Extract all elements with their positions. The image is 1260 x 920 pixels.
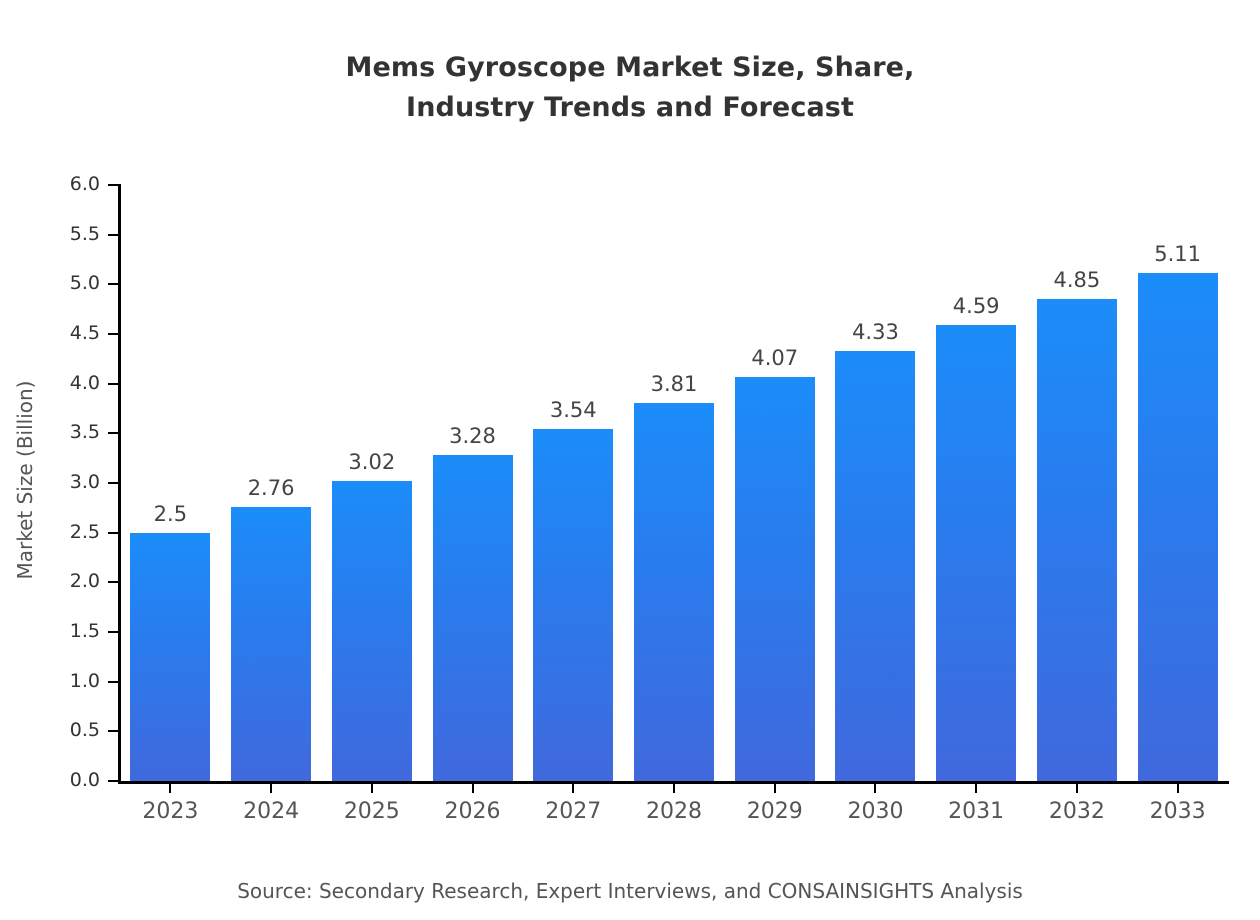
x-tick-label: 2032 bbox=[1048, 799, 1105, 824]
bar[interactable] bbox=[1137, 273, 1218, 781]
bar[interactable] bbox=[331, 481, 412, 781]
x-tick-mark bbox=[1075, 783, 1078, 793]
y-tick-label: 0.5 bbox=[69, 719, 100, 742]
bar-value-label: 3.02 bbox=[348, 450, 396, 474]
y-tick-label: 3.5 bbox=[69, 421, 100, 444]
y-tick-label: 1.0 bbox=[69, 669, 100, 692]
bar[interactable] bbox=[835, 350, 916, 781]
y-tick-label: 1.5 bbox=[69, 620, 100, 642]
bar[interactable] bbox=[1036, 299, 1117, 781]
x-tick-label: 2031 bbox=[948, 799, 1005, 824]
x-tick-mark bbox=[874, 783, 877, 793]
bar-value-label: 4.59 bbox=[952, 294, 1000, 319]
y-tick-mark: 5.5 bbox=[70, 223, 119, 245]
x-tick-label: 2026 bbox=[444, 799, 501, 824]
x-tick-mark bbox=[370, 783, 373, 793]
x-tick-mark bbox=[975, 783, 978, 793]
x-tick-label: 2028 bbox=[646, 799, 702, 824]
y-tick-label: 3.0 bbox=[69, 471, 100, 493]
chart-title: Mems Gyroscope Market Size, Share, Indus… bbox=[0, 48, 1260, 128]
x-tick-mark bbox=[471, 783, 474, 793]
y-tick-mark: 2.5 bbox=[70, 521, 119, 543]
y-tick-mark: 4.0 bbox=[70, 372, 119, 394]
y-tick-label: 5.0 bbox=[69, 272, 100, 295]
bar[interactable] bbox=[633, 402, 715, 781]
chart-title-line-2: Industry Trends and Forecast bbox=[406, 92, 854, 123]
y-axis-spine bbox=[118, 184, 121, 782]
y-tick-mark: 3.5 bbox=[70, 421, 119, 443]
x-tick-mark bbox=[773, 783, 776, 793]
x-tick-label: 2023 bbox=[142, 799, 199, 824]
chart-title-line-1: Mems Gyroscope Market Size, Share, bbox=[345, 52, 915, 83]
bar[interactable] bbox=[734, 376, 815, 781]
x-tick-label: 2029 bbox=[746, 799, 803, 824]
y-axis-label: Market Size (Billion) bbox=[13, 380, 37, 580]
y-tick-mark: 0.0 bbox=[70, 769, 119, 791]
y-tick-mark: 6.0 bbox=[70, 173, 119, 195]
x-tick-mark bbox=[572, 783, 575, 793]
bar[interactable] bbox=[231, 506, 312, 781]
x-tick-label: 2027 bbox=[545, 799, 602, 824]
bar-value-label: 2.5 bbox=[153, 501, 188, 526]
y-tick-mark: 4.5 bbox=[70, 322, 119, 344]
bar-value-label: 2.76 bbox=[247, 475, 295, 500]
y-tick-label: 6.0 bbox=[69, 173, 100, 195]
bar[interactable] bbox=[936, 325, 1017, 781]
source-caption: Source: Secondary Research, Expert Inter… bbox=[237, 879, 1023, 903]
bar-value-label: 4.85 bbox=[1053, 268, 1101, 293]
x-tick-label: 2024 bbox=[243, 799, 300, 824]
bar[interactable] bbox=[533, 429, 614, 781]
x-axis-spine bbox=[118, 781, 1229, 784]
y-tick-label: 5.5 bbox=[69, 222, 100, 245]
bar-value-label: 3.81 bbox=[650, 371, 698, 396]
bar-value-label: 3.28 bbox=[449, 424, 496, 449]
x-tick-mark bbox=[673, 783, 675, 793]
plot-area: 0.0 0.5 1.0 1.5 2.0 2.5 3.0 3.5 4.0 4.5 5.0 5.5 6.0 … bbox=[70, 173, 1229, 824]
y-tick-mark: 3.0 bbox=[70, 471, 119, 493]
bar-value-label: 3.54 bbox=[549, 398, 597, 423]
y-tick-label: 4.0 bbox=[69, 371, 100, 394]
y-tick-label: 0.0 bbox=[69, 769, 100, 791]
y-tick-mark: 1.5 bbox=[70, 620, 119, 642]
y-tick-label: 4.5 bbox=[69, 322, 100, 344]
y-tick-mark: 1.0 bbox=[70, 670, 119, 692]
bar[interactable] bbox=[130, 532, 211, 781]
bar-value-label: 4.33 bbox=[852, 319, 899, 344]
x-tick-mark bbox=[270, 783, 273, 793]
bar[interactable] bbox=[432, 455, 513, 781]
x-tick-label: 2033 bbox=[1149, 799, 1206, 824]
y-tick-mark: 2.0 bbox=[70, 570, 119, 592]
x-tick-label: 2030 bbox=[847, 799, 904, 824]
y-tick-label: 2.5 bbox=[69, 520, 100, 543]
y-tick-mark: 0.5 bbox=[70, 719, 119, 741]
bar-value-label: 5.11 bbox=[1154, 242, 1201, 267]
x-tick-mark bbox=[1176, 783, 1179, 793]
y-tick-label: 2.0 bbox=[69, 570, 100, 593]
x-tick-mark bbox=[169, 783, 172, 793]
y-tick-mark: 5.0 bbox=[70, 272, 119, 294]
x-tick-label: 2025 bbox=[343, 799, 400, 824]
bar-value-label: 4.07 bbox=[751, 345, 799, 370]
